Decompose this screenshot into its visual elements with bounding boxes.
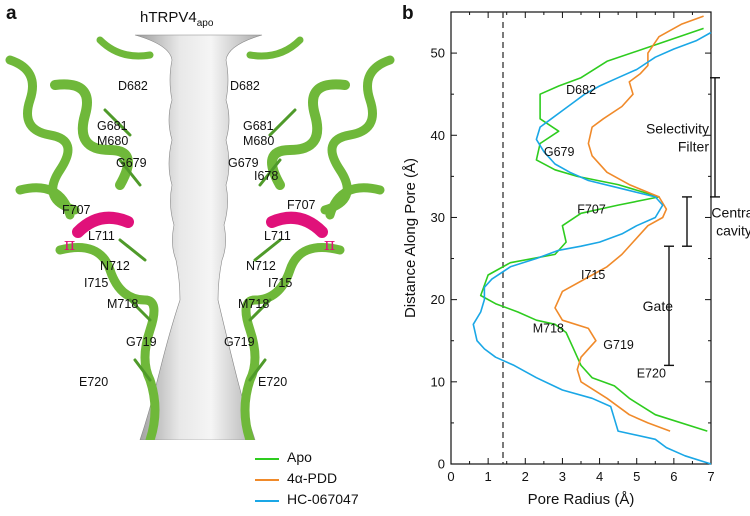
label-right-g679: G679 <box>228 156 259 170</box>
label-right-pi: π <box>324 235 335 255</box>
x-axis-label: Pore Radius (Å) <box>528 491 635 508</box>
right-residue-labels: D682 G681 M680 G679 I678 F707 L711 N712 … <box>224 79 335 389</box>
x-tick-label: 0 <box>447 469 454 484</box>
label-left-g719: G719 <box>126 335 157 349</box>
residue-annotation: D682 <box>566 83 596 97</box>
legend-label: HC-067047 <box>287 491 359 507</box>
legend-item: Apo <box>255 448 495 469</box>
y-tick-label: 10 <box>431 374 445 389</box>
structure-title: hTRPV4apo <box>140 9 214 29</box>
label-right-g719: G719 <box>224 335 255 349</box>
label-right-n712: N712 <box>246 259 276 273</box>
residue-annotation: M718 <box>533 322 564 336</box>
label-left-i715: I715 <box>84 276 108 290</box>
legend-item: HC-067047 <box>255 490 495 511</box>
region-label: Central <box>711 205 750 221</box>
y-tick-label: 30 <box>431 210 445 225</box>
label-right-m718: M718 <box>238 297 269 311</box>
label-right-f707: F707 <box>287 198 316 212</box>
legend-label: 4α-PDD <box>287 470 338 486</box>
label-left-pi: π <box>64 235 75 255</box>
pore-surface <box>134 34 263 440</box>
left-residue-labels: D682 G681 M680 G679 F707 L711 N712 I715 … <box>62 79 157 389</box>
label-left-g681: G681 <box>97 119 128 133</box>
series-line-4α-PDD <box>554 15 704 432</box>
label-left-d682: D682 <box>118 79 148 93</box>
y-tick-label: 20 <box>431 292 445 307</box>
residue-annotation: G679 <box>544 145 575 159</box>
x-tick-label: 4 <box>596 469 603 484</box>
label-right-i678: I678 <box>254 169 278 183</box>
label-left-e720: E720 <box>79 375 108 389</box>
label-left-n712: N712 <box>100 259 130 273</box>
region-label: Gate <box>643 298 674 314</box>
series-line-HC-067047 <box>472 31 712 465</box>
x-tick-label: 1 <box>485 469 492 484</box>
label-left-m718: M718 <box>107 297 138 311</box>
label-right-e720: E720 <box>258 375 287 389</box>
x-tick-label: 7 <box>707 469 714 484</box>
y-tick-label: 40 <box>431 128 445 143</box>
left-pi-helix <box>72 211 134 238</box>
residue-annotation: G719 <box>603 338 634 352</box>
label-left-l711: L711 <box>88 229 115 243</box>
plot-frame <box>450 11 712 465</box>
y-tick-label: 0 <box>438 457 445 472</box>
legend-item: 4α-PDD <box>255 469 495 490</box>
x-tick-label: 2 <box>522 469 529 484</box>
panel-b-letter: b <box>402 3 414 24</box>
label-left-m680: M680 <box>97 134 128 148</box>
legend-swatch <box>255 458 279 460</box>
legend-label: Apo <box>287 449 312 465</box>
x-tick-label: 6 <box>670 469 677 484</box>
label-left-f707: F707 <box>62 203 91 217</box>
y-axis-label: Distance Along Pore (Å) <box>402 158 419 318</box>
label-left-g679: G679 <box>116 156 147 170</box>
legend-swatch <box>255 479 279 481</box>
label-right-m680: M680 <box>243 134 274 148</box>
y-tick-label: 50 <box>431 46 445 61</box>
residue-annotation: E720 <box>637 367 666 381</box>
right-helices <box>240 36 395 440</box>
right-pi-helix <box>266 211 328 238</box>
label-right-g681: G681 <box>243 119 274 133</box>
left-helices <box>5 36 160 440</box>
panel-a-letter: a <box>6 3 17 24</box>
label-right-d682: D682 <box>230 79 260 93</box>
x-tick-label: 3 <box>559 469 566 484</box>
label-right-l711: L711 <box>264 229 291 243</box>
series-line-Apo <box>479 27 708 432</box>
residue-annotation: F707 <box>577 202 606 216</box>
legend-swatch <box>255 500 279 502</box>
legend: Apo 4α-PDD HC-067047 <box>255 448 495 511</box>
pore-structure-figure: hTRPV4apo D682 G681 M680 G679 F707 L711 … <box>5 9 395 440</box>
x-tick-label: 5 <box>633 469 640 484</box>
region-label: Selectivity <box>646 120 709 136</box>
residue-annotation: I715 <box>581 268 605 282</box>
region-label: cavity <box>716 223 750 239</box>
region-label: Filter <box>678 138 709 154</box>
label-right-i715: I715 <box>268 276 292 290</box>
